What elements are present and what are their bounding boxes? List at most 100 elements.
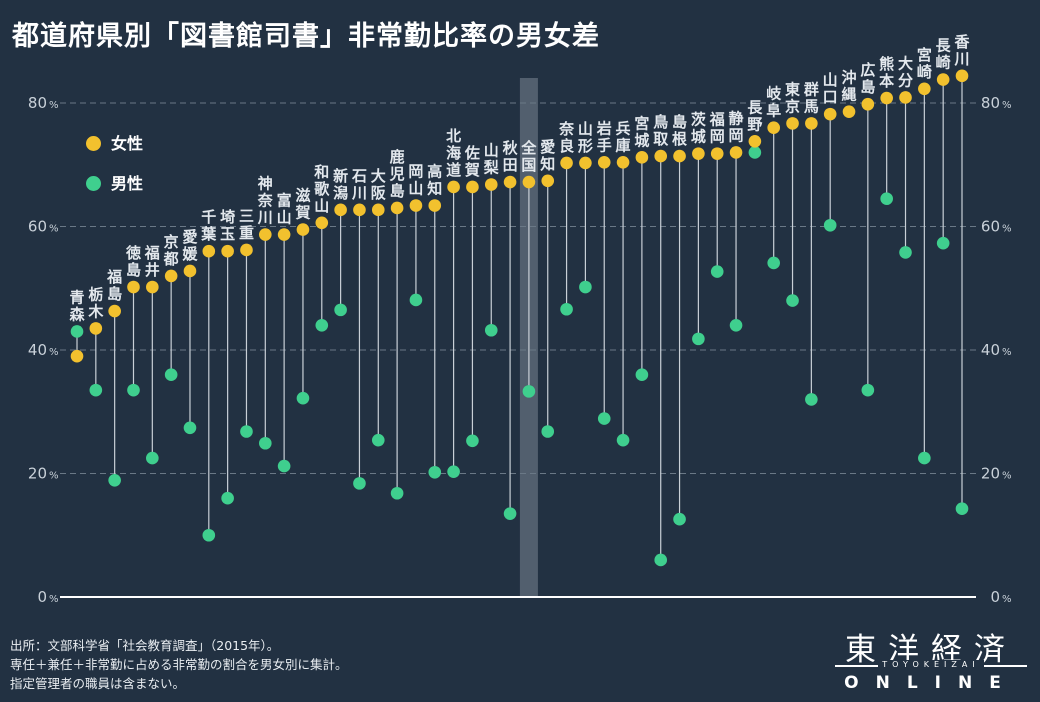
y-tick-label-right: 20 <box>981 465 1000 483</box>
male-point <box>70 325 84 338</box>
male-point <box>108 473 121 487</box>
male-point <box>183 421 197 435</box>
y-tick-unit-left: % <box>49 100 59 111</box>
category-label: 広島 <box>860 61 875 96</box>
male-point <box>409 293 423 307</box>
female-point <box>466 180 479 194</box>
legend-male-marker <box>86 176 101 191</box>
male-point <box>579 280 592 294</box>
category-label: 沖縄 <box>842 69 857 104</box>
y-tick-label-left: 0 <box>37 588 47 606</box>
category-label: 香川 <box>953 33 969 68</box>
male-point <box>635 368 649 382</box>
female-point <box>503 175 517 189</box>
female-point <box>334 203 347 217</box>
female-point <box>729 146 743 159</box>
category-label: 福島 <box>106 268 122 303</box>
female-point <box>597 155 611 169</box>
category-label: 富山 <box>277 192 292 227</box>
category-label: 島根 <box>672 113 687 148</box>
male-point <box>861 383 875 397</box>
category-label: 群馬 <box>804 80 819 115</box>
female-point <box>861 97 875 111</box>
female-point <box>390 201 404 215</box>
y-tick-unit-left: % <box>49 224 59 235</box>
male-point <box>729 319 743 332</box>
female-point <box>164 269 178 283</box>
legend-female-marker <box>86 136 101 151</box>
male-point <box>447 465 460 478</box>
category-label: 福井 <box>144 244 160 279</box>
category-label: 熊本 <box>879 55 894 90</box>
category-label: 新潟 <box>333 167 348 202</box>
category-label: 青森 <box>69 288 85 323</box>
male-point <box>202 528 216 542</box>
female-point <box>616 155 630 169</box>
category-label: 愛媛 <box>181 228 198 263</box>
male-point <box>466 434 479 448</box>
female-point <box>748 134 762 148</box>
y-tick-label-left: 60 <box>28 218 47 236</box>
toyokeizai-online-logo: 東洋経済 TOYOKEIZAI ONLINE <box>833 620 1029 694</box>
male-point <box>221 491 234 505</box>
legend-female: 女性 <box>86 130 143 154</box>
category-label: 大阪 <box>371 167 387 202</box>
female-point <box>710 147 724 160</box>
male-point <box>955 502 969 515</box>
category-label: 千葉 <box>200 208 217 243</box>
male-point <box>823 218 837 232</box>
male-point <box>89 383 103 397</box>
category-label: 長崎 <box>936 37 952 72</box>
male-point <box>334 303 347 317</box>
category-label: 佐賀 <box>464 144 480 179</box>
male-point <box>541 425 555 438</box>
category-label: 静岡 <box>729 109 744 144</box>
female-point <box>880 91 893 105</box>
footnote-exclusion: 指定管理者の職員は含まない。 <box>10 676 186 691</box>
footnote: 出所：文部科学省「社会教育調査」（2015年）。 専任＋兼任＋非常勤に占める非常… <box>10 636 348 693</box>
category-label: 奈良 <box>558 120 575 155</box>
category-label: 徳島 <box>125 244 141 279</box>
category-label: 宮崎 <box>917 46 932 81</box>
category-label: 山口 <box>823 71 838 106</box>
category-label: 京都 <box>163 233 179 268</box>
female-point <box>805 117 818 130</box>
female-point <box>221 244 234 258</box>
y-tick-unit-right: % <box>1002 100 1012 111</box>
category-label: 宮城 <box>634 114 649 149</box>
male-point <box>936 236 950 250</box>
male-point <box>277 459 291 473</box>
category-label: 高知 <box>427 163 442 198</box>
category-label: 三重 <box>239 207 254 242</box>
male-point <box>390 486 404 500</box>
female-point <box>409 199 423 212</box>
y-tick-unit-left: % <box>49 594 59 605</box>
male-point <box>786 294 799 307</box>
category-label: 北海道 <box>446 127 461 179</box>
footnote-method: 専任＋兼任＋非常勤に占める非常勤の割合を男女別に集計。 <box>10 657 348 672</box>
female-point <box>353 203 366 217</box>
y-tick-unit-right: % <box>1002 471 1012 482</box>
female-point <box>428 199 442 212</box>
category-label: 滋賀 <box>294 187 310 222</box>
male-point <box>371 433 385 447</box>
category-label: 山梨 <box>483 142 499 177</box>
male-point <box>597 412 611 425</box>
female-point <box>842 105 856 118</box>
female-point <box>918 82 931 96</box>
y-tick-label-left: 20 <box>28 465 47 483</box>
male-point <box>673 512 686 526</box>
category-label: 石川 <box>351 167 367 202</box>
category-label: 兵庫 <box>616 119 631 154</box>
female-point <box>899 91 912 104</box>
female-point <box>560 156 573 170</box>
y-tick-unit-left: % <box>49 347 59 358</box>
category-label: 全国 <box>520 139 537 174</box>
category-label: 長野 <box>747 98 763 133</box>
male-point <box>522 385 536 398</box>
y-tick-unit-right: % <box>1002 594 1012 605</box>
y-tick-unit-right: % <box>1002 224 1012 235</box>
female-point <box>371 203 385 217</box>
male-point <box>240 425 253 438</box>
female-point <box>89 322 103 335</box>
